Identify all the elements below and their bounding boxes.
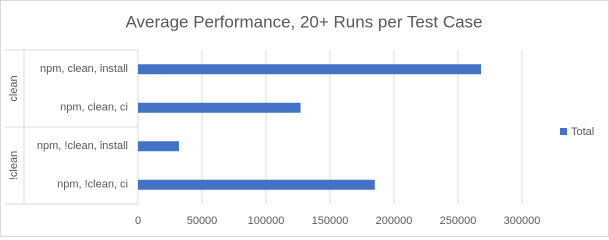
legend-swatch bbox=[560, 128, 567, 135]
group-label: !clean bbox=[8, 151, 20, 180]
bar bbox=[138, 64, 482, 75]
bar bbox=[138, 102, 301, 113]
legend-label: Total bbox=[571, 126, 594, 138]
x-tick-label: 100000 bbox=[248, 215, 285, 227]
x-tick-label: 250000 bbox=[440, 215, 477, 227]
y-tick-label: npm, clean, ci bbox=[60, 102, 128, 114]
y-tick-label: npm, !clean, ci bbox=[57, 179, 128, 191]
y-tick-label: npm, !clean, install bbox=[37, 140, 128, 152]
bar bbox=[138, 141, 179, 152]
y-tick-label: npm, clean, install bbox=[40, 63, 128, 75]
group-label: clean bbox=[8, 75, 20, 101]
x-tick-label: 200000 bbox=[376, 215, 413, 227]
x-tick-label: 300000 bbox=[504, 215, 541, 227]
chart-title: Average Performance, 20+ Runs per Test C… bbox=[125, 12, 482, 31]
bar bbox=[138, 179, 375, 190]
x-tick-label: 150000 bbox=[312, 215, 349, 227]
x-tick-label: 50000 bbox=[187, 215, 218, 227]
x-tick-label: 0 bbox=[135, 215, 141, 227]
